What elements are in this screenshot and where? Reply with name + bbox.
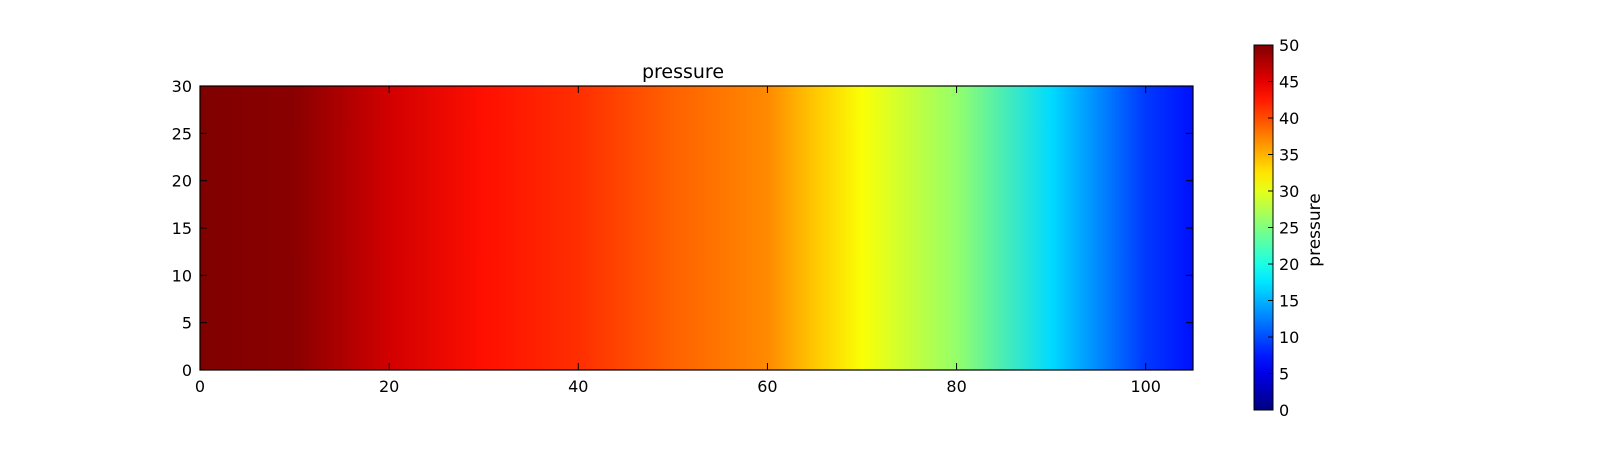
y-tick-label: 15 <box>172 219 192 238</box>
y-tick-label: 25 <box>172 124 192 143</box>
x-tick-label: 0 <box>195 377 205 396</box>
colorbar-tick-label: 30 <box>1279 182 1299 201</box>
y-tick-label: 0 <box>182 361 192 380</box>
y-tick-label: 5 <box>182 314 192 333</box>
colorbar-tick-label: 50 <box>1279 36 1299 55</box>
y-tick-label: 10 <box>172 266 192 285</box>
colorbar-tick-label: 0 <box>1279 401 1289 420</box>
heatmap-field <box>200 86 1193 370</box>
colorbar-tick-label: 40 <box>1279 109 1299 128</box>
colorbar-axis: 0 5 10 15 20 25 30 35 40 45 50 <box>1268 36 1299 420</box>
colorbar-tick-label: 25 <box>1279 219 1299 238</box>
colorbar-tick-label: 45 <box>1279 73 1299 92</box>
y-tick-label: 20 <box>172 172 192 191</box>
y-axis: 0 5 10 15 20 25 30 <box>172 77 1193 380</box>
colorbar-tick-label: 10 <box>1279 328 1299 347</box>
colorbar-tick-label: 5 <box>1279 365 1289 384</box>
colorbar-label: pressure <box>1305 193 1325 266</box>
colorbar-tick-label: 15 <box>1279 292 1299 311</box>
chart-title: pressure <box>642 61 724 83</box>
colorbar-tick-label: 20 <box>1279 255 1299 274</box>
x-tick-label: 60 <box>757 377 777 396</box>
x-tick-label: 40 <box>568 377 588 396</box>
colorbar-tick-label: 35 <box>1279 146 1299 165</box>
y-tick-label: 30 <box>172 77 192 96</box>
x-tick-label: 80 <box>946 377 966 396</box>
x-axis: 0 20 40 60 80 100 <box>195 86 1161 396</box>
x-tick-label: 100 <box>1130 377 1161 396</box>
x-tick-label: 20 <box>379 377 399 396</box>
